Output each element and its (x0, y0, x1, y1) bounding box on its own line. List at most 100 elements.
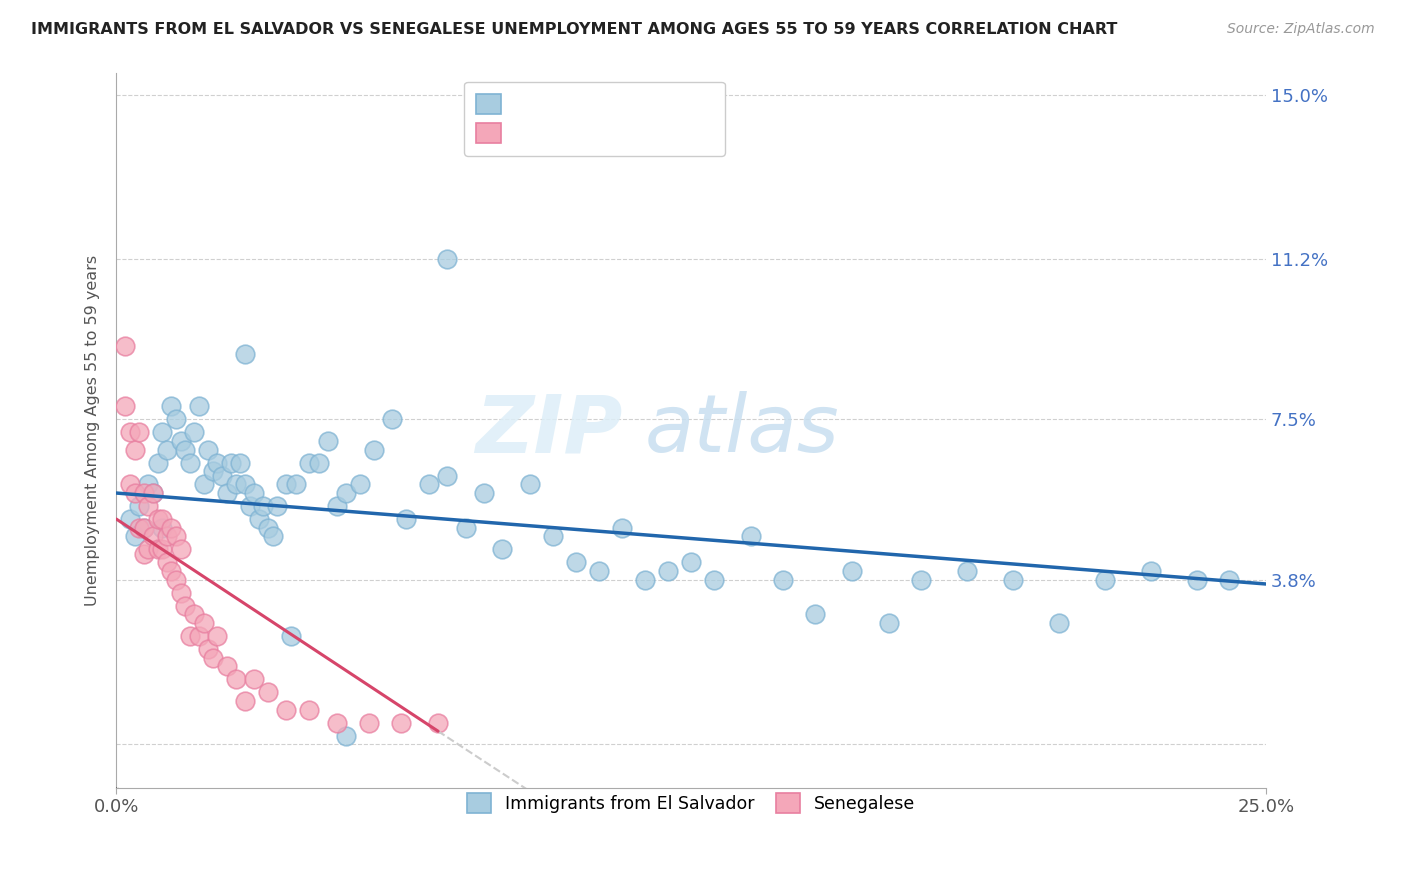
Point (335, 729, 357, 743)
Point (120, 512, 142, 526)
Point (541, 529, 564, 543)
Text: 76: 76 (630, 95, 654, 113)
Point (114, 400, 136, 414)
Text: 46: 46 (630, 124, 654, 143)
Point (138, 542, 160, 557)
Text: R =: R = (494, 95, 524, 113)
Point (740, 529, 762, 543)
Point (146, 456, 169, 470)
Point (169, 585, 191, 599)
Point (243, 672, 266, 686)
Point (120, 425, 142, 440)
Point (142, 486, 165, 500)
Point (179, 629, 201, 643)
Text: Source: ZipAtlas.com: Source: ZipAtlas.com (1227, 22, 1375, 37)
Point (174, 442, 197, 457)
Point (128, 425, 150, 440)
Point (174, 599, 197, 613)
Point (239, 499, 262, 513)
Point (219, 456, 242, 470)
Point (142, 529, 165, 543)
Point (389, 715, 412, 730)
Point (188, 629, 211, 643)
Point (138, 477, 160, 491)
Point (436, 252, 458, 267)
Point (841, 564, 863, 578)
Text: -0.270: -0.270 (516, 95, 576, 113)
Point (169, 542, 191, 557)
Point (703, 573, 725, 587)
Text: -0.301: -0.301 (516, 124, 575, 143)
Point (247, 512, 270, 526)
Point (349, 477, 371, 491)
Point (183, 607, 205, 622)
Point (124, 529, 146, 543)
Point (215, 486, 238, 500)
Point (243, 486, 266, 500)
Text: N =: N = (605, 124, 637, 143)
Point (804, 607, 827, 622)
Point (427, 715, 450, 730)
Legend: Immigrants from El Salvador, Senegalese: Immigrants from El Salvador, Senegalese (456, 780, 927, 825)
Point (877, 615, 900, 630)
Point (124, 486, 146, 500)
Y-axis label: Unemployment Among Ages 55 to 59 years: Unemployment Among Ages 55 to 59 years (86, 255, 100, 606)
Point (436, 468, 458, 483)
Point (276, 477, 298, 491)
Point (165, 412, 187, 426)
Point (138, 499, 160, 513)
Point (150, 521, 173, 535)
Point (179, 456, 201, 470)
Point (359, 715, 381, 730)
Point (956, 564, 979, 578)
Point (207, 456, 229, 470)
Text: R =: R = (117, 787, 120, 788)
Point (160, 564, 183, 578)
Point (472, 486, 495, 500)
Point (565, 555, 588, 569)
Point (183, 425, 205, 440)
Point (120, 477, 142, 491)
Point (150, 542, 173, 557)
Point (142, 486, 165, 500)
Point (326, 499, 349, 513)
Point (193, 615, 215, 630)
Point (193, 477, 215, 491)
Point (165, 573, 187, 587)
Point (124, 442, 146, 457)
Point (215, 659, 238, 673)
Point (201, 464, 224, 478)
Point (519, 477, 541, 491)
Text: IMMIGRANTS FROM EL SALVADOR VS SENEGALESE UNEMPLOYMENT AMONG AGES 55 TO 59 YEARS: IMMIGRANTS FROM EL SALVADOR VS SENEGALES… (31, 22, 1118, 37)
Point (1185, 573, 1208, 587)
Point (679, 555, 702, 569)
Point (150, 512, 173, 526)
Point (128, 521, 150, 535)
Point (276, 702, 298, 716)
Point (395, 512, 418, 526)
Point (266, 499, 288, 513)
Point (201, 650, 224, 665)
Point (1094, 573, 1116, 587)
Point (225, 477, 247, 491)
Point (262, 529, 284, 543)
Point (252, 499, 274, 513)
Point (257, 685, 280, 699)
Point (1001, 573, 1024, 587)
Point (169, 434, 191, 448)
Point (284, 477, 307, 491)
Point (418, 477, 440, 491)
Point (160, 521, 183, 535)
Point (146, 512, 169, 526)
Point (657, 564, 679, 578)
Point (197, 642, 219, 657)
Text: atlas: atlas (645, 392, 839, 469)
Point (188, 400, 211, 414)
Point (634, 573, 657, 587)
Point (1047, 615, 1070, 630)
Point (491, 542, 513, 557)
Point (363, 442, 385, 457)
Point (128, 499, 150, 513)
Point (1218, 573, 1240, 587)
Point (308, 456, 330, 470)
